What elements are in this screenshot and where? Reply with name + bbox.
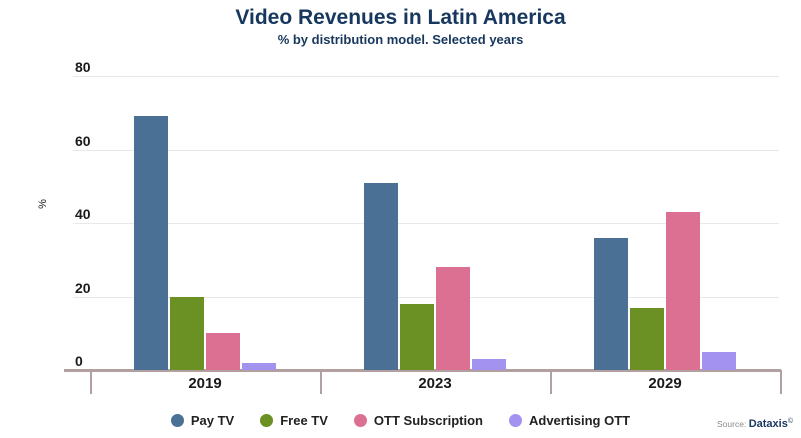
bar-free-tv	[630, 307, 664, 370]
bar-group	[134, 76, 276, 370]
legend-label: OTT Subscription	[373, 412, 483, 428]
y-tick-label: 60	[75, 132, 91, 149]
x-tick	[90, 370, 92, 394]
legend-label: Free TV	[280, 412, 328, 428]
y-axis-title: %	[36, 199, 49, 209]
legend-marker-icon	[508, 413, 522, 427]
x-category-label: 2023	[418, 375, 452, 392]
chart-title: Video Revenues in Latin America	[235, 6, 566, 29]
y-tick-label: 80	[75, 59, 91, 75]
bar-group	[364, 76, 506, 370]
source-symbol: ©	[787, 418, 793, 426]
bar-advertising-ott	[702, 351, 736, 370]
bar-group	[594, 76, 736, 370]
legend-marker-icon	[353, 413, 367, 427]
bar-free-tv	[170, 296, 204, 370]
bar-ott-subscription	[436, 267, 470, 370]
x-tick	[780, 370, 782, 394]
legend-item: Advertising OTT	[508, 412, 631, 428]
legend-item: OTT Subscription	[353, 412, 483, 428]
legend-item: Pay TV	[170, 412, 235, 428]
chart-subtitle: % by distribution model. Selected years	[277, 32, 524, 47]
y-tick-label: 20	[75, 279, 91, 296]
x-tick	[550, 370, 552, 394]
bar-pay-tv	[364, 182, 398, 370]
bar-advertising-ott	[472, 359, 506, 370]
source-label: Source:	[717, 419, 747, 429]
legend-marker-icon	[170, 413, 184, 427]
x-category-label: 2019	[188, 375, 222, 392]
bar-free-tv	[400, 303, 434, 370]
legend-label: Advertising OTT	[528, 412, 631, 428]
bar-pay-tv	[594, 237, 628, 370]
x-tick	[320, 370, 322, 394]
gridline	[73, 149, 779, 151]
legend: Pay TV Free TV OTT Subscription Advertising…	[0, 407, 801, 433]
gridline	[73, 296, 779, 298]
y-tick-label: 40	[75, 206, 91, 222]
legend-label: Pay TV	[190, 412, 235, 428]
x-axis-line	[64, 369, 781, 372]
bar-pay-tv	[134, 116, 168, 370]
source-name: Dataxis	[748, 418, 788, 430]
legend-marker-icon	[260, 413, 274, 427]
bar-ott-subscription	[666, 212, 700, 370]
bar-advertising-ott	[242, 362, 276, 370]
y-tick-label: 0	[75, 353, 83, 369]
source-line: Source: Dataxis©	[717, 418, 793, 430]
gridline	[73, 223, 779, 224]
bar-ott-subscription	[206, 333, 240, 370]
legend-item: Free TV	[260, 413, 328, 428]
gridline	[73, 76, 779, 77]
x-category-label: 2029	[648, 375, 682, 392]
